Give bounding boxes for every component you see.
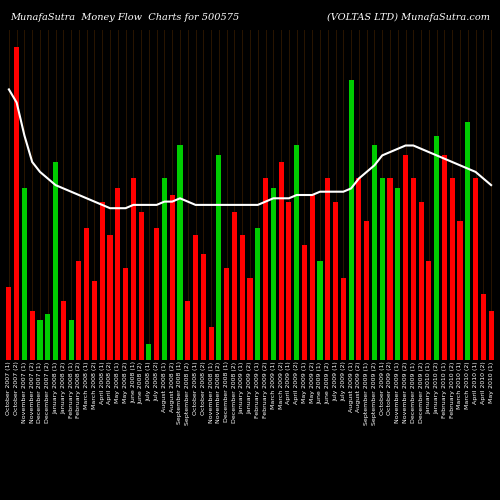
Bar [38,320,43,360]
Bar [68,320,73,360]
Bar [256,228,260,360]
Bar [53,162,58,360]
Bar [201,254,206,360]
Bar [286,202,292,360]
Bar [208,327,214,360]
Bar [185,300,190,360]
Bar [193,234,198,360]
Bar [271,188,276,360]
Bar [465,122,470,360]
Bar [45,314,51,360]
Bar [232,212,237,360]
Bar [481,294,486,360]
Bar [76,261,82,360]
Bar [325,178,330,360]
Bar [294,146,299,360]
Bar [411,178,416,360]
Bar [263,178,268,360]
Bar [92,281,97,360]
Bar [442,156,447,360]
Bar [170,195,175,360]
Bar [333,202,338,360]
Bar [388,178,392,360]
Bar [426,261,432,360]
Bar [115,188,120,360]
Bar [450,178,455,360]
Text: (VOLTAS LTD) MunafaSutra.com: (VOLTAS LTD) MunafaSutra.com [327,12,490,22]
Bar [108,234,112,360]
Bar [310,195,315,360]
Bar [318,261,322,360]
Bar [224,268,229,360]
Bar [458,222,462,360]
Bar [372,146,377,360]
Bar [418,202,424,360]
Bar [341,278,346,360]
Bar [403,156,408,360]
Bar [178,146,182,360]
Bar [380,178,385,360]
Bar [434,136,439,360]
Bar [138,212,143,360]
Bar [364,222,369,360]
Bar [348,80,354,360]
Bar [240,234,245,360]
Bar [278,162,283,360]
Bar [488,310,494,360]
Text: MunafaSutra  Money Flow  Charts for 500575: MunafaSutra Money Flow Charts for 500575 [10,12,239,22]
Bar [162,178,167,360]
Bar [30,310,35,360]
Bar [6,288,12,360]
Bar [216,156,222,360]
Bar [395,188,400,360]
Bar [356,178,362,360]
Bar [473,178,478,360]
Bar [154,228,159,360]
Bar [84,228,89,360]
Bar [131,178,136,360]
Bar [302,244,307,360]
Bar [61,300,66,360]
Bar [123,268,128,360]
Bar [248,278,252,360]
Bar [146,344,152,360]
Bar [100,202,105,360]
Bar [14,46,19,360]
Bar [22,188,27,360]
